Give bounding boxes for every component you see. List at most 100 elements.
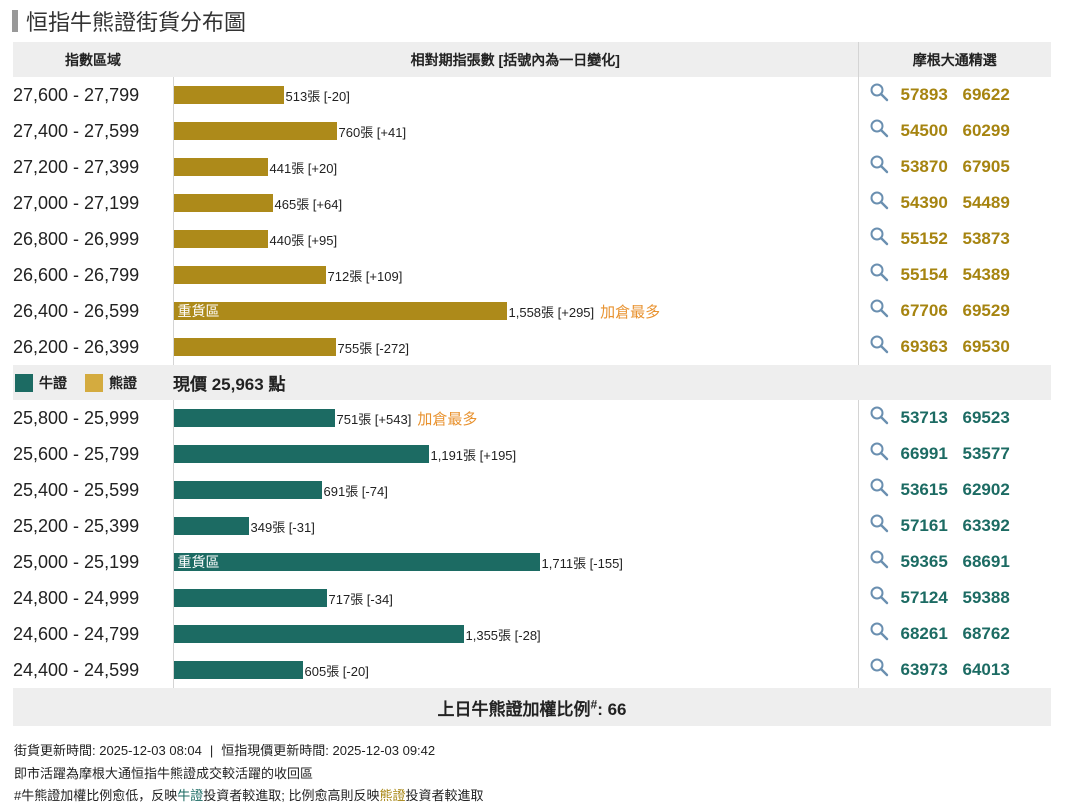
bar-value-label: 349張 [-31] (250, 519, 315, 535)
bull-rows: 25,800 - 25,999 751張 [+543] 加倉最多 53713 69523… (13, 400, 1051, 688)
warrant-code-link[interactable]: 53713 (900, 408, 948, 427)
picks-cell: 63973 64013 (857, 652, 1051, 688)
warrant-code-link[interactable]: 67905 (962, 157, 1010, 176)
search-icon[interactable] (869, 262, 889, 282)
page-title: 恒指牛熊證街貨分布圖 (12, 8, 246, 35)
bull-bar (173, 445, 429, 463)
bear-bar (173, 338, 336, 356)
warrant-code-link[interactable]: 55152 (900, 229, 948, 248)
range-cell: 27,000 - 27,199 (13, 185, 174, 221)
bar-cell: 1,191張 [+195] (173, 436, 858, 472)
header-picks: 摩根大通精選 (857, 42, 1051, 77)
warrant-code-link[interactable]: 53873 (962, 229, 1010, 248)
update-line: 街貨更新時間: 2025-12-03 08:04 | 恒指現價更新時間: 2025-… (14, 740, 484, 763)
bull-row: 25,200 - 25,399 349張 [-31] 57161 63392 (13, 508, 1051, 544)
bar-cell: 691張 [-74] (173, 472, 858, 508)
warrant-code-link[interactable]: 63973 (900, 660, 948, 679)
warrant-code-link[interactable]: 54389 (962, 265, 1010, 284)
warrant-code-link[interactable]: 62902 (962, 480, 1010, 499)
bull-row: 25,400 - 25,599 691張 [-74] 53615 62902 (13, 472, 1051, 508)
ratio-cell: 上日牛熊證加權比例#: 66 (13, 688, 1051, 726)
note-ratio-part2: 投資者較進取; 比例愈高則反映 (203, 788, 380, 803)
search-icon[interactable] (869, 226, 889, 246)
warrant-code-link[interactable]: 69523 (962, 408, 1010, 427)
bar-value-label: 760張 [+41] (338, 124, 407, 140)
bar-cell: 751張 [+543] 加倉最多 (173, 400, 858, 436)
warrant-code-link[interactable]: 68261 (900, 624, 948, 643)
search-icon[interactable] (869, 298, 889, 318)
warrant-code-link[interactable]: 68691 (962, 552, 1010, 571)
note-ratio-part1: #牛熊證加權比例愈低，反映 (14, 788, 178, 803)
bar-value-label: 1,558張 [+295] (508, 304, 595, 320)
warrant-code-link[interactable]: 66991 (900, 444, 948, 463)
search-icon[interactable] (869, 657, 889, 677)
search-icon[interactable] (869, 334, 889, 354)
search-icon[interactable] (869, 154, 889, 174)
bull-row: 24,600 - 24,799 1,355張 [-28] 68261 68762 (13, 616, 1051, 652)
search-icon[interactable] (869, 118, 889, 138)
warrant-code-link[interactable]: 53870 (900, 157, 948, 176)
warrant-code-link[interactable]: 54390 (900, 193, 948, 212)
picks-cell: 69363 69530 (857, 329, 1051, 365)
range-cell: 27,200 - 27,399 (13, 149, 174, 185)
warrant-code-link[interactable]: 59388 (962, 588, 1010, 607)
warrant-code-link[interactable]: 69622 (962, 85, 1010, 104)
warrant-code-link[interactable]: 57124 (900, 588, 948, 607)
max-increase-note: 加倉最多 (600, 303, 661, 321)
warrant-code-link[interactable]: 69530 (962, 337, 1010, 356)
bar-value-label: 712張 [+109] (327, 268, 403, 284)
search-icon[interactable] (869, 549, 889, 569)
warrant-code-link[interactable]: 53577 (962, 444, 1010, 463)
range-cell: 24,400 - 24,599 (13, 652, 174, 688)
footer-group: 上日牛熊證加權比例#: 66 (13, 688, 1051, 726)
picks-cell: 68261 68762 (857, 616, 1051, 652)
bear-row: 26,600 - 26,799 712張 [+109] 55154 54389 (13, 257, 1051, 293)
bull-row: 24,800 - 24,999 717張 [-34] 57124 59388 (13, 580, 1051, 616)
search-icon[interactable] (869, 513, 889, 533)
search-icon[interactable] (869, 405, 889, 425)
header-change: 相對期指張數 [括號內為一日變化] (173, 42, 858, 77)
note-ratio-bear: 熊證 (379, 788, 406, 803)
warrant-code-link[interactable]: 67706 (900, 301, 948, 320)
warrant-code-link[interactable]: 53615 (900, 480, 948, 499)
bull-swatch (15, 373, 33, 392)
current-price-row: 牛證 熊證 現價 25,963 點 (13, 365, 1051, 400)
bar-value-label: 751張 [+543] (336, 411, 412, 427)
bar-value-label: 441張 [+20] (269, 160, 338, 176)
warrant-code-link[interactable]: 59365 (900, 552, 948, 571)
bar-value-label: 605張 [-20] (304, 663, 369, 679)
bull-row: 25,800 - 25,999 751張 [+543] 加倉最多 53713 69523 (13, 400, 1051, 436)
warrant-code-link[interactable]: 55154 (900, 265, 948, 284)
warrant-code-link[interactable]: 60299 (962, 121, 1010, 140)
search-icon[interactable] (869, 621, 889, 641)
search-icon[interactable] (869, 82, 889, 102)
bull-bar (173, 661, 303, 679)
search-icon[interactable] (869, 585, 889, 605)
search-icon[interactable] (869, 190, 889, 210)
title-accent-bar (12, 10, 18, 32)
bar-cell: 755張 [-272] (173, 329, 858, 365)
bear-bar (173, 158, 268, 176)
warrant-code-link[interactable]: 54489 (962, 193, 1010, 212)
range-cell: 27,600 - 27,799 (13, 77, 174, 113)
ratio-label: 上日牛熊證加權比例 (437, 699, 591, 719)
bar-value-label: 1,191張 [+195] (430, 447, 517, 463)
warrant-code-link[interactable]: 63392 (962, 516, 1010, 535)
bar-cell: 1,355張 [-28] (173, 616, 858, 652)
index-update-time: 恒指現價更新時間: 2025-12-03 09:42 (221, 743, 436, 758)
bar-value-label: 465張 [+64] (274, 196, 343, 212)
warrant-code-link[interactable]: 57161 (900, 516, 948, 535)
warrant-code-link[interactable]: 69529 (962, 301, 1010, 320)
warrant-code-link[interactable]: 57893 (900, 85, 948, 104)
warrant-code-link[interactable]: 64013 (962, 660, 1010, 679)
picks-cell: 55154 54389 (857, 257, 1051, 293)
search-icon[interactable] (869, 477, 889, 497)
bear-swatch (85, 373, 103, 392)
warrant-code-link[interactable]: 54500 (900, 121, 948, 140)
bar-value-label: 513張 [-20] (285, 88, 350, 104)
warrant-code-link[interactable]: 68762 (962, 624, 1010, 643)
warrant-code-link[interactable]: 69363 (900, 337, 948, 356)
search-icon[interactable] (869, 441, 889, 461)
bull-bar (173, 625, 464, 643)
picks-cell: 57893 69622 (857, 77, 1051, 113)
